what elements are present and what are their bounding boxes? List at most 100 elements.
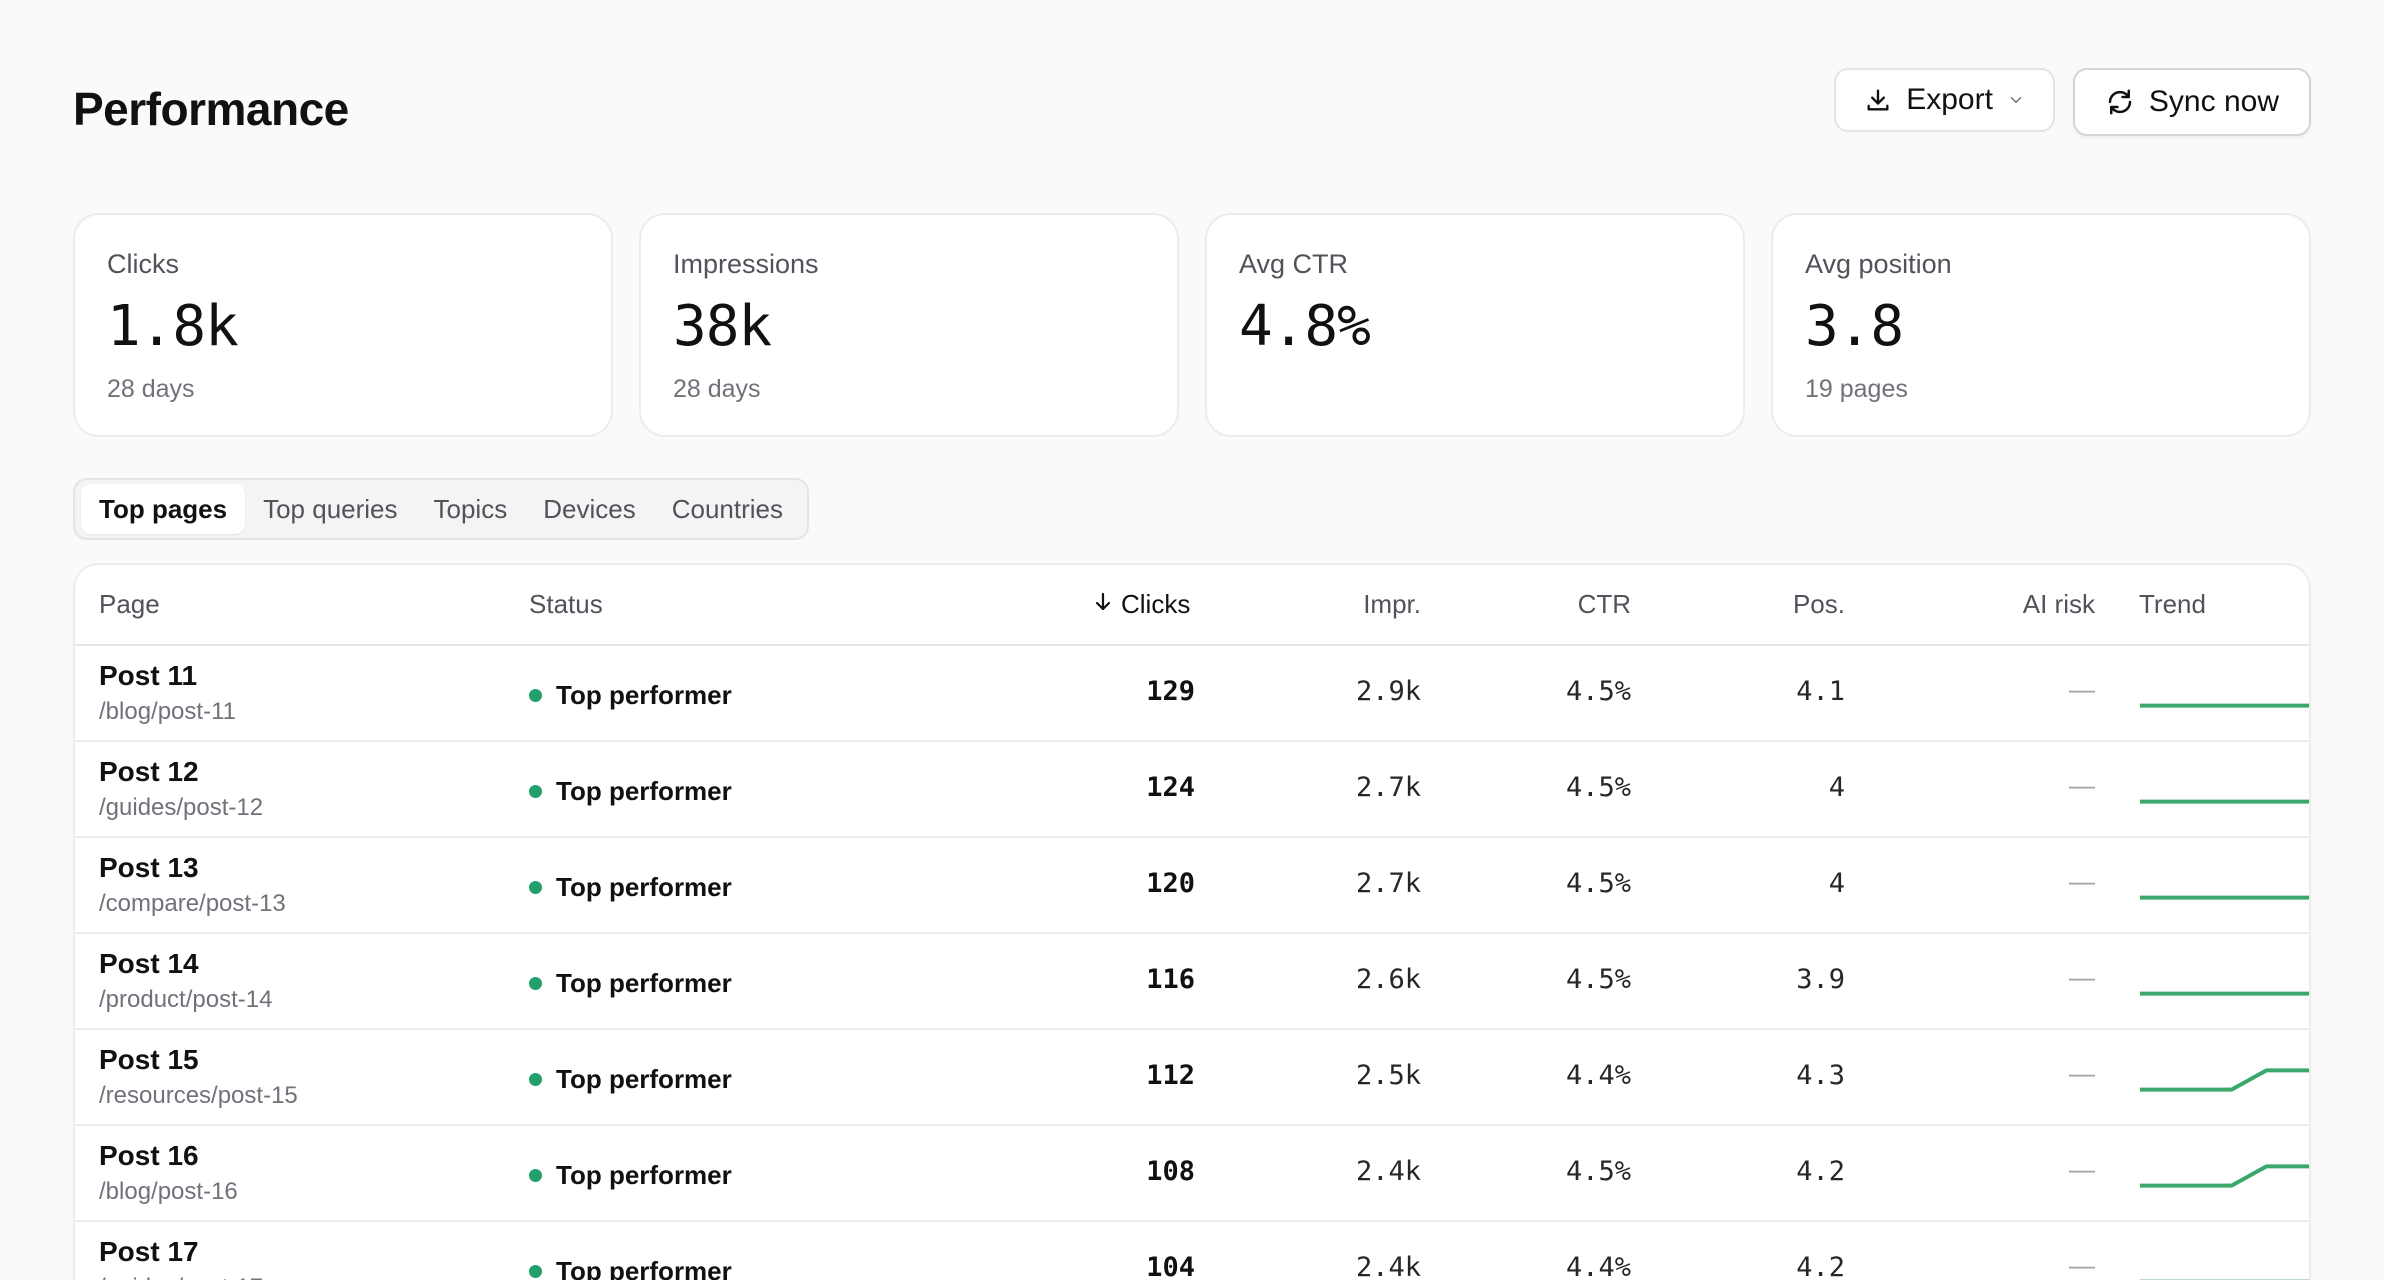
column-header-status[interactable]: Status [529, 589, 603, 619]
clicks-value: 112 [1146, 1060, 1195, 1091]
stat-card-avg-ctr: Avg CTR 4.8% [1205, 213, 1745, 437]
chevron-down-icon [2007, 91, 2025, 109]
trend-sparkline [2139, 1252, 2309, 1280]
stat-label: Avg position [1805, 249, 1952, 279]
status-dot-icon [529, 1073, 542, 1086]
page-name[interactable]: Post 11 [99, 660, 198, 691]
clicks-value: 104 [1146, 1252, 1195, 1280]
column-header-ai-risk[interactable]: AI risk [2022, 589, 2095, 619]
impressions-value: 2.9k [1355, 676, 1421, 707]
status-label: Top performer [556, 776, 732, 806]
impressions-value: 2.4k [1355, 1156, 1421, 1187]
download-icon [1864, 86, 1892, 114]
page-name[interactable]: Post 17 [99, 1236, 199, 1267]
ctr-value: 4.5% [1565, 676, 1631, 707]
impressions-value: 2.5k [1355, 1060, 1421, 1091]
table-row[interactable]: Post 12/guides/post-12 Top performer 124 2.… [75, 742, 2309, 838]
status-badge: Top performer [529, 1160, 732, 1191]
sync-now-button[interactable]: Sync now [2072, 68, 2311, 136]
position-value: 4 [1828, 868, 1845, 899]
column-header-pos[interactable]: Pos. [1792, 589, 1845, 619]
table-row[interactable]: Post 14/product/post-14 Top performer 116 2… [75, 934, 2309, 1030]
trend-sparkline [2139, 1060, 2309, 1105]
clicks-value: 108 [1146, 1156, 1195, 1187]
tab-devices[interactable]: Devices [543, 493, 636, 524]
tab-topics[interactable]: Topics [433, 493, 508, 524]
impressions-value: 2.7k [1355, 772, 1421, 803]
impressions-value: 2.4k [1355, 1252, 1421, 1280]
stat-sub: 28 days [107, 375, 195, 403]
page-name[interactable]: Post 15 [99, 1044, 199, 1075]
ai-risk-value: — [2069, 962, 2095, 992]
position-value: 4 [1828, 772, 1845, 803]
stat-value: 3.8 [1805, 294, 1904, 359]
ai-risk-value: — [2069, 1154, 2095, 1184]
ctr-value: 4.4% [1565, 1060, 1631, 1091]
clicks-value: 116 [1146, 964, 1195, 995]
trend-sparkline [2139, 772, 2309, 817]
status-label: Top performer [556, 1064, 732, 1094]
stat-card-avg-position: Avg position 3.8 19 pages [1771, 213, 2311, 437]
status-label: Top performer [556, 1160, 732, 1190]
page-path: /blog/post-16 [99, 1178, 238, 1205]
impressions-value: 2.6k [1355, 964, 1421, 995]
status-badge: Top performer [529, 776, 732, 807]
tab-countries[interactable]: Countries [671, 493, 783, 524]
impressions-value: 2.7k [1355, 868, 1421, 899]
page-path: /product/post-14 [99, 986, 273, 1013]
page-name[interactable]: Post 12 [99, 756, 199, 787]
refresh-icon [2105, 87, 2135, 117]
page-path: /blog/post-11 [99, 698, 236, 725]
table-header: Page Status Clicks Impr. CTR Pos. AI ris… [75, 565, 2309, 646]
page-path: /guides/post-17 [99, 1274, 263, 1280]
table-row[interactable]: Post 11/blog/post-11 Top performer 129 2.9k… [75, 646, 2309, 742]
stat-value: 1.8k [107, 294, 239, 359]
ctr-value: 4.4% [1565, 1252, 1631, 1280]
status-label: Top performer [556, 680, 732, 710]
stat-label: Clicks [107, 249, 179, 279]
trend-sparkline [2139, 676, 2309, 721]
column-header-impr[interactable]: Impr. [1363, 589, 1421, 619]
trend-sparkline [2139, 868, 2309, 913]
status-badge: Top performer [529, 1256, 732, 1280]
tab-top-queries[interactable]: Top queries [263, 493, 398, 524]
status-label: Top performer [556, 1256, 732, 1280]
table-row[interactable]: Post 15/resources/post-15 Top performer 11… [75, 1030, 2309, 1126]
status-dot-icon [529, 1169, 542, 1182]
column-header-trend: Trend [2139, 589, 2206, 619]
ctr-value: 4.5% [1565, 868, 1631, 899]
stat-card-clicks: Clicks 1.8k 28 days [73, 213, 613, 437]
page-name[interactable]: Post 13 [99, 852, 199, 883]
table-row[interactable]: Post 17/guides/post-17 Top performer 104 2.… [75, 1222, 2309, 1280]
ctr-value: 4.5% [1565, 1156, 1631, 1187]
status-badge: Top performer [529, 872, 732, 903]
stat-label: Avg CTR [1239, 249, 1349, 279]
column-header-page[interactable]: Page [99, 589, 160, 619]
status-dot-icon [529, 881, 542, 894]
page-name[interactable]: Post 14 [99, 948, 199, 979]
stat-value: 38k [673, 294, 772, 359]
stat-sub: 19 pages [1805, 375, 1908, 403]
trend-line [2140, 1164, 2309, 1188]
column-header-clicks[interactable]: Clicks [1093, 589, 1190, 620]
status-dot-icon [529, 1265, 542, 1278]
status-badge: Top performer [529, 1064, 732, 1095]
ctr-value: 4.5% [1565, 964, 1631, 995]
position-value: 4.2 [1796, 1252, 1845, 1280]
export-button[interactable]: Export [1834, 68, 2055, 132]
page-path: /resources/post-15 [99, 1082, 298, 1109]
column-header-ctr[interactable]: CTR [1577, 589, 1631, 619]
table-row[interactable]: Post 13/compare/post-13 Top performer 120 2… [75, 838, 2309, 934]
position-value: 4.2 [1796, 1156, 1845, 1187]
table-row[interactable]: Post 16/blog/post-16 Top performer 108 2.4k… [75, 1126, 2309, 1222]
position-value: 4.1 [1796, 676, 1845, 707]
tab-top-pages[interactable]: Top pages [81, 484, 246, 534]
status-badge: Top performer [529, 968, 732, 999]
page-path: /guides/post-12 [99, 794, 264, 821]
page-name[interactable]: Post 16 [99, 1140, 199, 1171]
position-value: 4.3 [1796, 1060, 1845, 1091]
ctr-value: 4.5% [1565, 772, 1631, 803]
ai-risk-value: — [2069, 770, 2095, 800]
arrow-down-icon [1093, 589, 1113, 620]
status-label: Top performer [556, 968, 732, 998]
